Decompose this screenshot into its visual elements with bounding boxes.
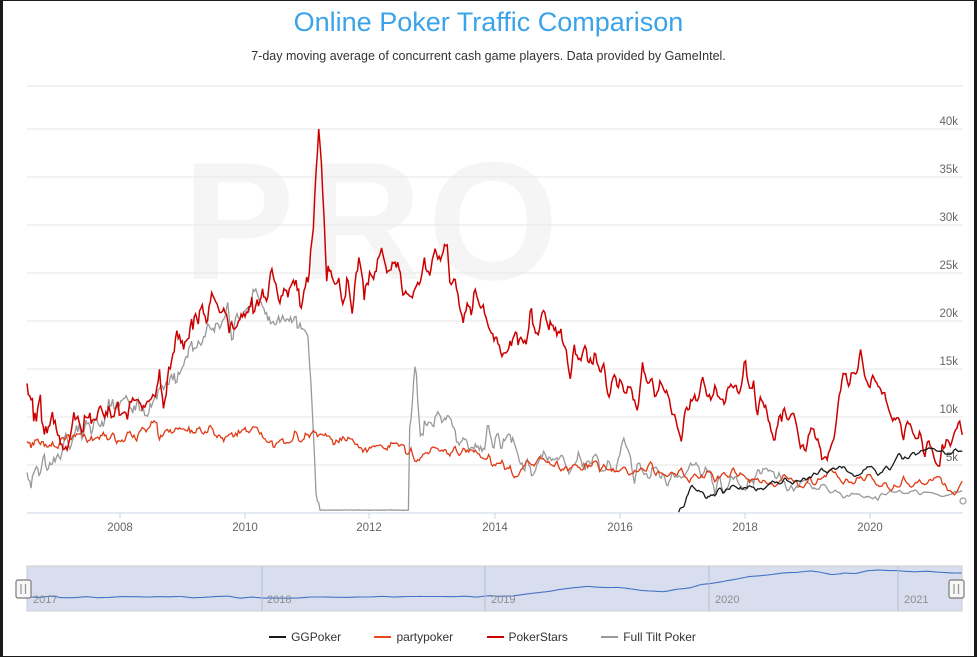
svg-text:25k: 25k bbox=[939, 260, 958, 272]
svg-text:2016: 2016 bbox=[607, 522, 633, 534]
svg-text:2017: 2017 bbox=[33, 594, 57, 606]
svg-text:10k: 10k bbox=[939, 404, 958, 416]
svg-text:2014: 2014 bbox=[482, 522, 508, 534]
svg-text:20k: 20k bbox=[939, 308, 958, 320]
svg-text:2020: 2020 bbox=[715, 594, 739, 606]
svg-text:2021: 2021 bbox=[904, 594, 928, 606]
svg-text:35k: 35k bbox=[939, 164, 958, 176]
svg-text:2008: 2008 bbox=[107, 522, 133, 534]
svg-text:2019: 2019 bbox=[491, 594, 515, 606]
svg-text:2020: 2020 bbox=[857, 522, 883, 534]
svg-text:2018: 2018 bbox=[732, 522, 758, 534]
svg-text:15k: 15k bbox=[939, 356, 958, 368]
svg-text:2018: 2018 bbox=[267, 594, 291, 606]
svg-text:2010: 2010 bbox=[232, 522, 258, 534]
svg-text:40k: 40k bbox=[939, 116, 958, 128]
svg-text:30k: 30k bbox=[939, 212, 958, 224]
svg-text:2012: 2012 bbox=[356, 522, 382, 534]
